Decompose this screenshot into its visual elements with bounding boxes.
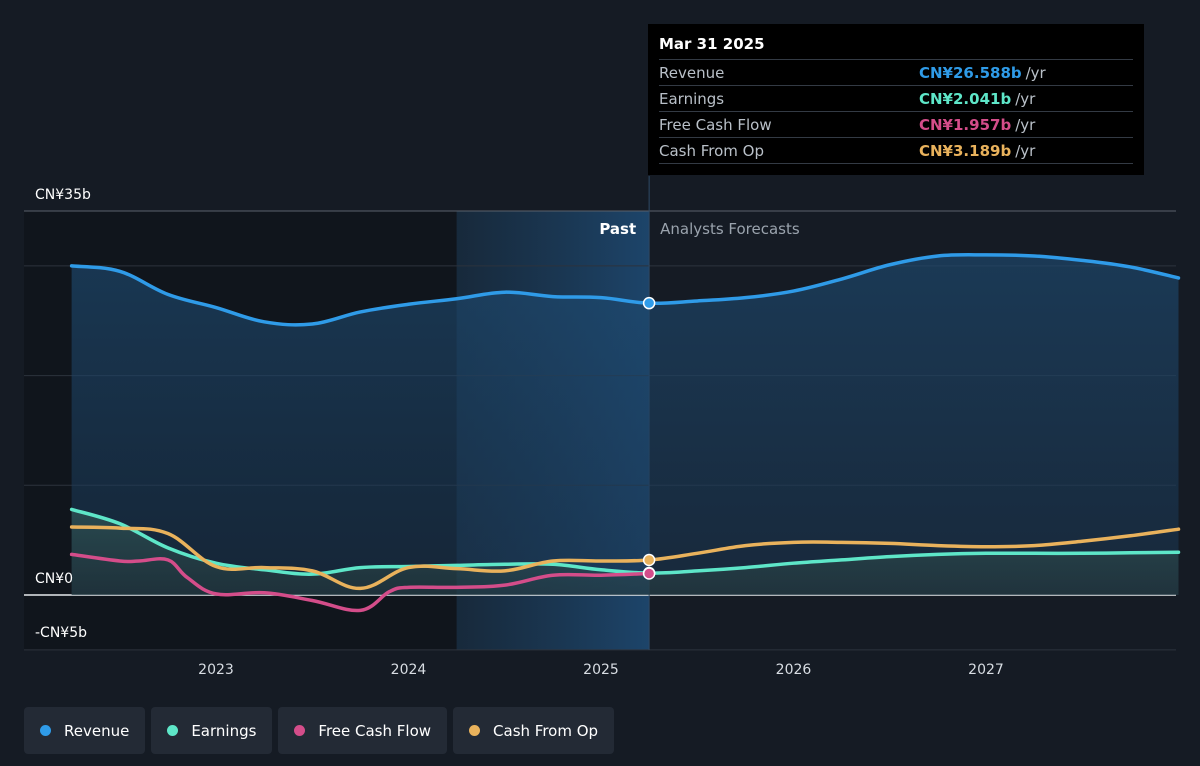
legend-item-free-cash-flow[interactable]: Free Cash Flow [278, 707, 448, 754]
tooltip-unit: /yr [1015, 89, 1036, 108]
legend-label: Revenue [64, 721, 130, 740]
legend-dot-icon [469, 725, 481, 736]
legend-dot-icon [40, 725, 51, 736]
tooltip-date: Mar 31 2025 [659, 35, 765, 53]
area-revenue [71, 254, 1179, 595]
tooltip-series-value: CN¥1.957b [919, 115, 1012, 134]
tooltip-series-name: Earnings [659, 89, 725, 108]
line-earnings [69, 507, 1181, 576]
tooltip-series-name: Cash From Op [659, 141, 765, 160]
line-free_cash_flow [69, 552, 651, 613]
line-revenue [69, 253, 1181, 327]
marker-cash_from_op[interactable] [642, 553, 656, 567]
past-label: Past [599, 220, 636, 238]
tooltip-series-name: Revenue [659, 63, 725, 82]
marker-revenue[interactable] [642, 296, 656, 310]
area-earnings [71, 509, 1179, 595]
tooltip-row: Cash From Op CN¥3.189b/yr [659, 137, 1133, 164]
tooltip-unit: /yr [1025, 63, 1046, 82]
legend: Revenue Earnings Free Cash Flow Cash From O… [24, 707, 615, 754]
legend-item-revenue[interactable]: Revenue [24, 707, 146, 754]
line-cash_from_op [69, 525, 1181, 591]
legend-dot-icon [167, 725, 179, 736]
tooltip-row: Revenue CN¥26.588b/yr [659, 59, 1133, 85]
x-tick-label: 2023 [198, 662, 234, 678]
y-tick-label: CN¥35b [35, 187, 91, 203]
tooltip-unit: /yr [1015, 115, 1036, 134]
y-tick-label: -CN¥5b [35, 625, 87, 641]
tooltip-unit: /yr [1015, 141, 1036, 160]
legend-item-earnings[interactable]: Earnings [151, 707, 273, 754]
legend-label: Cash From Op [493, 721, 599, 740]
x-tick-label: 2025 [583, 662, 619, 678]
tooltip-series-value: CN¥2.041b [919, 89, 1012, 108]
x-tick-label: 2027 [968, 662, 1004, 678]
legend-item-cash-from-op[interactable]: Cash From Op [453, 707, 615, 754]
legend-label: Free Cash Flow [318, 721, 432, 740]
tooltip: Mar 31 2025 Revenue CN¥26.588b/yr Earnings… [648, 24, 1144, 175]
tooltip-series-name: Free Cash Flow [659, 115, 772, 134]
y-tick-label: CN¥0 [35, 571, 73, 587]
forecast-label: Analysts Forecasts [660, 220, 800, 238]
tooltip-series-value: CN¥3.189b [919, 141, 1012, 160]
legend-label: Earnings [191, 721, 257, 740]
x-tick-label: 2026 [776, 662, 812, 678]
legend-dot-icon [294, 725, 306, 736]
tooltip-row: Earnings CN¥2.041b/yr [659, 85, 1133, 111]
x-tick-label: 2024 [391, 662, 427, 678]
tooltip-row: Free Cash Flow CN¥1.957b/yr [659, 111, 1133, 137]
tooltip-series-value: CN¥26.588b [919, 63, 1022, 82]
marker-free_cash_flow[interactable] [642, 567, 656, 580]
